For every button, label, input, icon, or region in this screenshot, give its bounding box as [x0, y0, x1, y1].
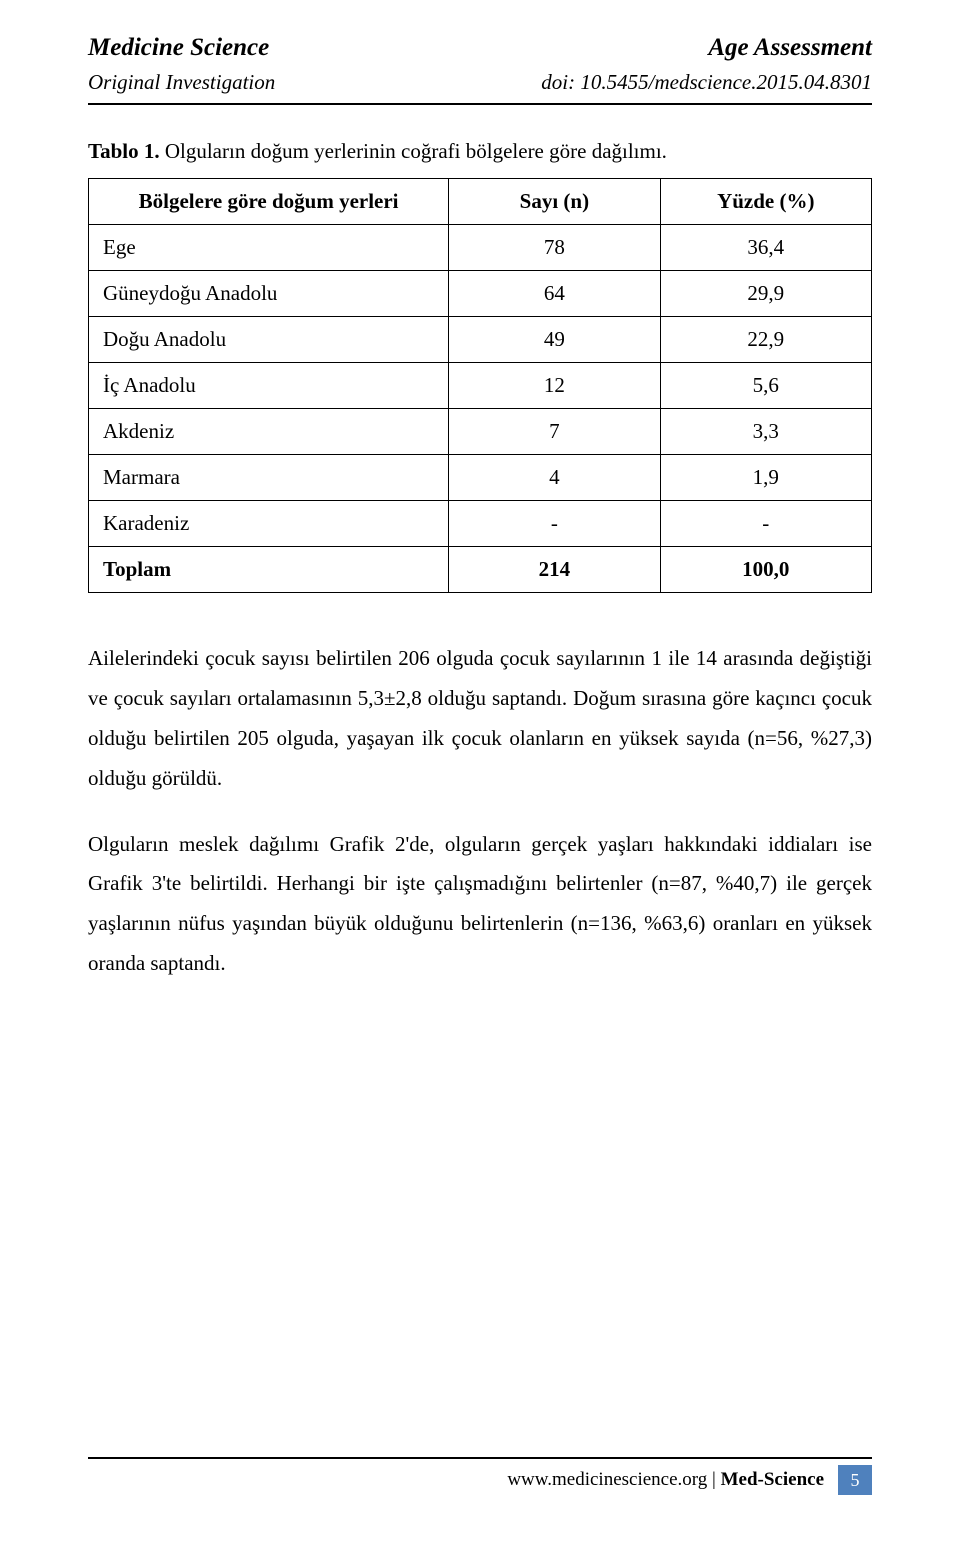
cell-count: 78	[449, 225, 660, 271]
footer-rule	[88, 1457, 872, 1459]
cell-percent: 3,3	[660, 409, 871, 455]
cell-percent: 5,6	[660, 363, 871, 409]
cell-region: Güneydoğu Anadolu	[89, 271, 449, 317]
cell-total-percent: 100,0	[660, 547, 871, 593]
regions-table: Bölgelere göre doğum yerleri Sayı (n) Yü…	[88, 178, 872, 593]
cell-count: 49	[449, 317, 660, 363]
table-row: Marmara 4 1,9	[89, 455, 872, 501]
cell-count: 12	[449, 363, 660, 409]
cell-region: Doğu Anadolu	[89, 317, 449, 363]
cell-total-count: 214	[449, 547, 660, 593]
cell-total-label: Toplam	[89, 547, 449, 593]
header-bottom-row: Original Investigation doi: 10.5455/meds…	[88, 70, 872, 95]
cell-count: 4	[449, 455, 660, 501]
footer-url[interactable]: www.medicinescience.org	[507, 1469, 707, 1490]
journal-name: Medicine Science	[88, 34, 269, 62]
table-caption: Tablo 1. Olguların doğum yerlerinin coğr…	[88, 139, 872, 164]
header-top-row: Medicine Science Age Assessment	[88, 34, 872, 62]
cell-region: Ege	[89, 225, 449, 271]
cell-region: İç Anadolu	[89, 363, 449, 409]
col-header-percent: Yüzde (%)	[660, 179, 871, 225]
article-topic: Age Assessment	[708, 34, 872, 62]
page-footer: www.medicinescience.org | Med-Science 5	[88, 1457, 872, 1495]
cell-region: Karadeniz	[89, 501, 449, 547]
cell-count: 64	[449, 271, 660, 317]
col-header-region: Bölgelere göre doğum yerleri	[89, 179, 449, 225]
cell-percent: 22,9	[660, 317, 871, 363]
doi-text: doi: 10.5455/medscience.2015.04.8301	[541, 70, 872, 95]
cell-region: Marmara	[89, 455, 449, 501]
table-caption-text: Olguların doğum yerlerinin coğrafi bölge…	[160, 139, 667, 163]
table-total-row: Toplam 214 100,0	[89, 547, 872, 593]
cell-percent: 29,9	[660, 271, 871, 317]
page: Medicine Science Age Assessment Original…	[0, 0, 960, 1551]
running-header: Medicine Science Age Assessment Original…	[88, 0, 872, 105]
cell-percent: 36,4	[660, 225, 871, 271]
cell-count: -	[449, 501, 660, 547]
article-section: Original Investigation	[88, 70, 275, 95]
table-header-row: Bölgelere göre doğum yerleri Sayı (n) Yü…	[89, 179, 872, 225]
table-caption-label: Tablo 1.	[88, 139, 160, 163]
footer-brand: Med-Science	[721, 1469, 824, 1490]
page-number-badge: 5	[838, 1465, 872, 1495]
body-paragraph-1: Ailelerindeki çocuk sayısı belirtilen 20…	[88, 639, 872, 799]
footer-text-group: www.medicinescience.org | Med-Science	[507, 1469, 824, 1491]
footer-separator: |	[707, 1469, 720, 1490]
table-row: Ege 78 36,4	[89, 225, 872, 271]
table-row: İç Anadolu 12 5,6	[89, 363, 872, 409]
cell-count: 7	[449, 409, 660, 455]
cell-percent: -	[660, 501, 871, 547]
body-paragraph-2: Olguların meslek dağılımı Grafik 2'de, o…	[88, 825, 872, 985]
cell-region: Akdeniz	[89, 409, 449, 455]
cell-percent: 1,9	[660, 455, 871, 501]
table-row: Güneydoğu Anadolu 64 29,9	[89, 271, 872, 317]
col-header-count: Sayı (n)	[449, 179, 660, 225]
table-row: Karadeniz - -	[89, 501, 872, 547]
table-row: Akdeniz 7 3,3	[89, 409, 872, 455]
footer-line: www.medicinescience.org | Med-Science 5	[88, 1465, 872, 1495]
table-row: Doğu Anadolu 49 22,9	[89, 317, 872, 363]
